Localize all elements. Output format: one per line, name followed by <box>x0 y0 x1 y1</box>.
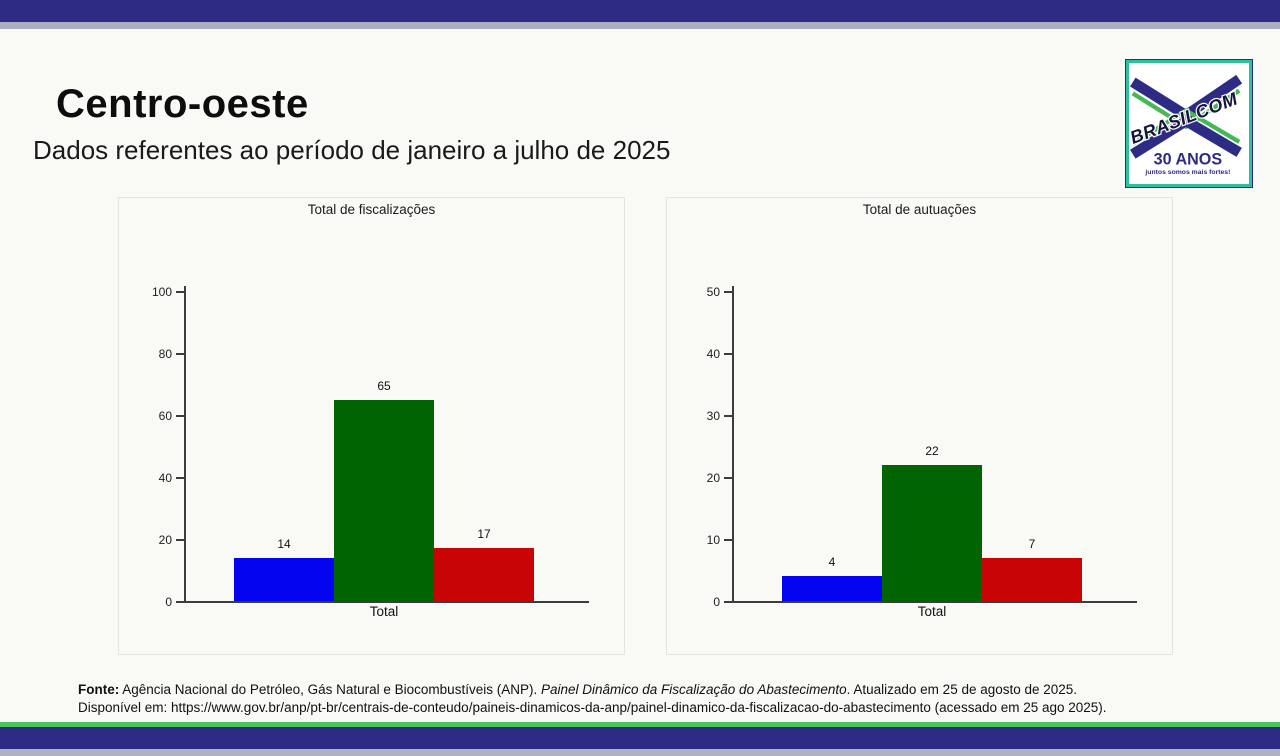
logo-bottom-chevron-stripe <box>1131 108 1241 146</box>
bar-value-label: 4 <box>828 555 836 570</box>
bottom-gray-band <box>0 749 1280 756</box>
y-tick-mark <box>176 415 184 417</box>
page-title: Centro-oeste <box>56 82 309 126</box>
y-tick-label: 50 <box>706 285 720 299</box>
y-tick-label: 40 <box>158 471 172 485</box>
x-category-label: Total <box>917 604 947 619</box>
y-tick-mark <box>724 601 732 603</box>
x-axis-line <box>184 601 589 603</box>
y-axis-line <box>732 286 734 603</box>
chart-title: Total de autuações <box>862 202 977 217</box>
chart-title: Total de fiscalizações <box>307 202 436 217</box>
page-subtitle: Dados referentes ao período de janeiro a… <box>33 135 671 165</box>
x-category-label: Total <box>369 604 399 619</box>
logo-bottom-chevron <box>1130 114 1242 159</box>
bar-value-label: 7 <box>1028 536 1036 551</box>
y-tick-mark <box>176 601 184 603</box>
brasilcom-logo: BRASILCOM 30 ANOS juntos somos mais fort… <box>1126 60 1252 187</box>
y-tick-mark <box>724 415 732 417</box>
y-tick-mark <box>176 539 184 541</box>
bar-value-label: 65 <box>377 378 391 393</box>
bar-value-label: 14 <box>277 536 291 551</box>
bar <box>334 399 434 601</box>
bottom-navy-band <box>0 727 1280 749</box>
source-line-1: Fonte: Agência Nacional do Petróleo, Gás… <box>78 682 1078 697</box>
y-tick-label: 0 <box>165 595 172 609</box>
y-tick-mark <box>724 539 732 541</box>
source-line-2: Disponível em: https://www.gov.br/anp/pt… <box>78 699 1107 715</box>
y-tick-label: 80 <box>158 347 172 361</box>
y-axis-line <box>184 286 186 603</box>
source-label: Fonte: <box>78 682 120 697</box>
fiscalizations-chart-panel: Total de fiscalizações Total 0 20 40 60 80 10… <box>118 197 625 655</box>
infractions-chart-panel: Total de autuações Total 0 10 20 30 40 50 4 22 7 <box>666 197 1173 655</box>
top-gray-band <box>0 22 1280 29</box>
x-axis-line <box>732 601 1137 603</box>
bar <box>882 464 982 601</box>
logo-anniversary-text: 30 ANOS <box>1154 151 1223 169</box>
bar <box>782 576 882 601</box>
y-tick-mark <box>176 353 184 355</box>
logo-tagline-text: juntos somos mais fortes! <box>1144 169 1230 176</box>
y-tick-label: 20 <box>158 533 172 547</box>
y-tick-label: 30 <box>706 409 720 423</box>
brasilcom-logo-graphic: BRASILCOM 30 ANOS juntos somos mais fort… <box>1126 74 1243 176</box>
y-tick-mark <box>724 291 732 293</box>
bar <box>234 557 334 601</box>
bar <box>982 557 1082 601</box>
y-tick-mark <box>724 353 732 355</box>
y-tick-mark <box>176 291 184 293</box>
bottom-green-band <box>0 722 1280 727</box>
source-note: Fonte: Agência Nacional do Petróleo, Gás… <box>78 681 1213 716</box>
bar-value-label: 17 <box>477 527 491 542</box>
top-navy-band <box>0 0 1280 22</box>
bar-value-label: 22 <box>925 443 939 458</box>
y-tick-label: 60 <box>158 409 172 423</box>
y-tick-mark <box>176 477 184 479</box>
y-tick-label: 20 <box>706 471 720 485</box>
y-tick-label: 0 <box>713 595 720 609</box>
y-tick-label: 40 <box>706 347 720 361</box>
y-tick-mark <box>724 477 732 479</box>
bar <box>434 548 534 601</box>
y-tick-label: 100 <box>151 285 172 299</box>
y-tick-label: 10 <box>706 533 720 547</box>
source-panel-title: Painel Dinâmico da Fiscalização do Abast… <box>540 682 847 697</box>
